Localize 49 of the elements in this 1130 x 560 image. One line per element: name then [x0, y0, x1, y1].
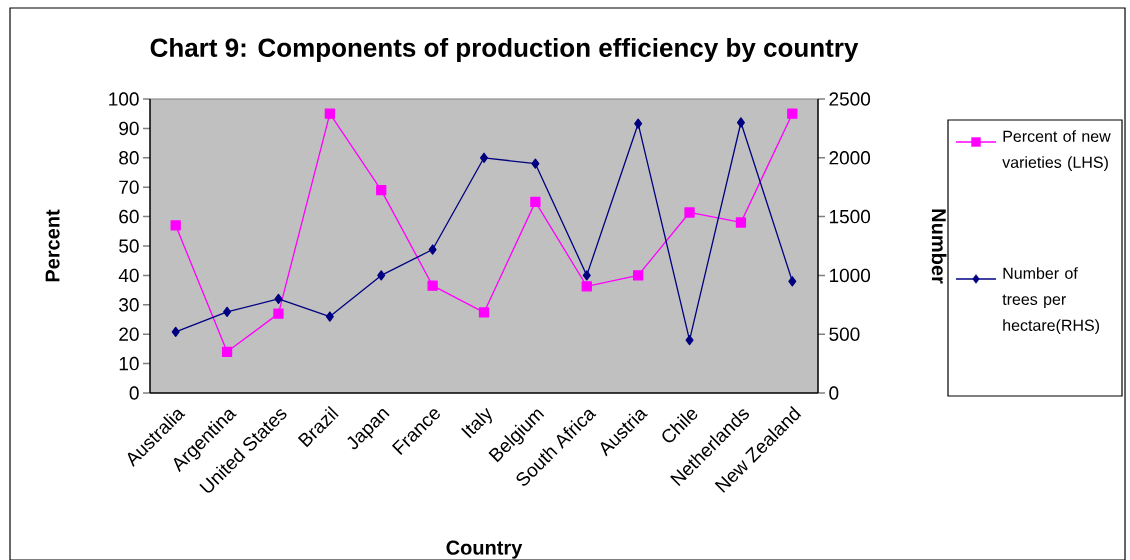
point [685, 334, 694, 346]
y-tick-label: 0 [129, 386, 139, 400]
point [531, 158, 540, 169]
point [221, 346, 233, 357]
y2-axis-title: Number [931, 209, 947, 284]
point [788, 276, 797, 287]
y2-tick-label: 500 [829, 327, 860, 341]
point [736, 117, 745, 128]
point [634, 118, 643, 129]
y2-tick-label: 1500 [829, 209, 871, 224]
y2-tick-label: 0 [829, 386, 839, 400]
point [581, 281, 592, 292]
y-tick-label: 10 [119, 356, 139, 371]
point [735, 217, 747, 228]
y-tick-label: 60 [119, 209, 139, 224]
y-tick-label: 70 [119, 180, 139, 194]
y-tick-label: 40 [118, 268, 139, 283]
point [530, 196, 541, 208]
y-tick-label: 50 [119, 239, 139, 253]
point [478, 307, 490, 318]
x-axis-title: Country [446, 540, 523, 559]
point [684, 207, 695, 218]
point [324, 108, 335, 119]
y-tick-label: 20 [119, 327, 139, 341]
point [223, 306, 232, 317]
point [274, 293, 283, 305]
point [376, 184, 387, 196]
y-axis-title: Percent [45, 209, 60, 282]
point [170, 220, 181, 231]
point [273, 308, 284, 319]
point [479, 152, 489, 163]
legend-label: Percent of new varieties (LHS) [1002, 130, 1111, 172]
point [377, 270, 386, 281]
point [427, 280, 438, 291]
y-tick-label: 30 [119, 298, 139, 312]
y-tick-label: 80 [119, 151, 139, 165]
point [171, 326, 180, 337]
y2-tick-label: 1000 [829, 268, 871, 283]
point [633, 270, 644, 281]
y-tick-label: 100 [109, 92, 139, 106]
point [787, 108, 798, 119]
point [325, 311, 334, 322]
point [582, 270, 591, 281]
y-tick-label: 90 [119, 121, 139, 136]
point [428, 244, 437, 255]
y2-tick-label: 2000 [829, 151, 871, 165]
legend-label: Number of trees per hectare(RHS) [1002, 267, 1099, 335]
y2-tick-label: 2500 [829, 92, 871, 106]
chart-title: Chart 9: Components of production efficiency by country [150, 37, 859, 63]
